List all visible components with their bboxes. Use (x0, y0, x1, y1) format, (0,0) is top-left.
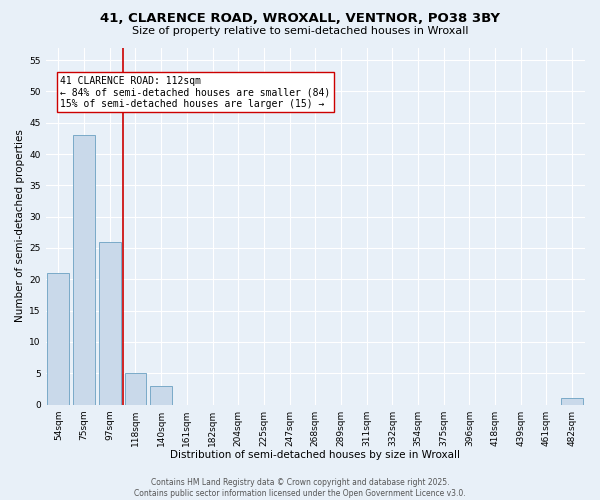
Text: Contains HM Land Registry data © Crown copyright and database right 2025.
Contai: Contains HM Land Registry data © Crown c… (134, 478, 466, 498)
Text: Size of property relative to semi-detached houses in Wroxall: Size of property relative to semi-detach… (132, 26, 468, 36)
Text: 41 CLARENCE ROAD: 112sqm
← 84% of semi-detached houses are smaller (84)
15% of s: 41 CLARENCE ROAD: 112sqm ← 84% of semi-d… (61, 76, 331, 109)
Bar (47, 273, 69, 404)
Bar (150, 386, 172, 404)
Y-axis label: Number of semi-detached properties: Number of semi-detached properties (15, 130, 25, 322)
Bar (99, 242, 121, 404)
Text: 41, CLARENCE ROAD, WROXALL, VENTNOR, PO38 3BY: 41, CLARENCE ROAD, WROXALL, VENTNOR, PO3… (100, 12, 500, 26)
Bar (125, 374, 146, 404)
Bar (73, 135, 95, 404)
Bar (561, 398, 583, 404)
X-axis label: Distribution of semi-detached houses by size in Wroxall: Distribution of semi-detached houses by … (170, 450, 460, 460)
